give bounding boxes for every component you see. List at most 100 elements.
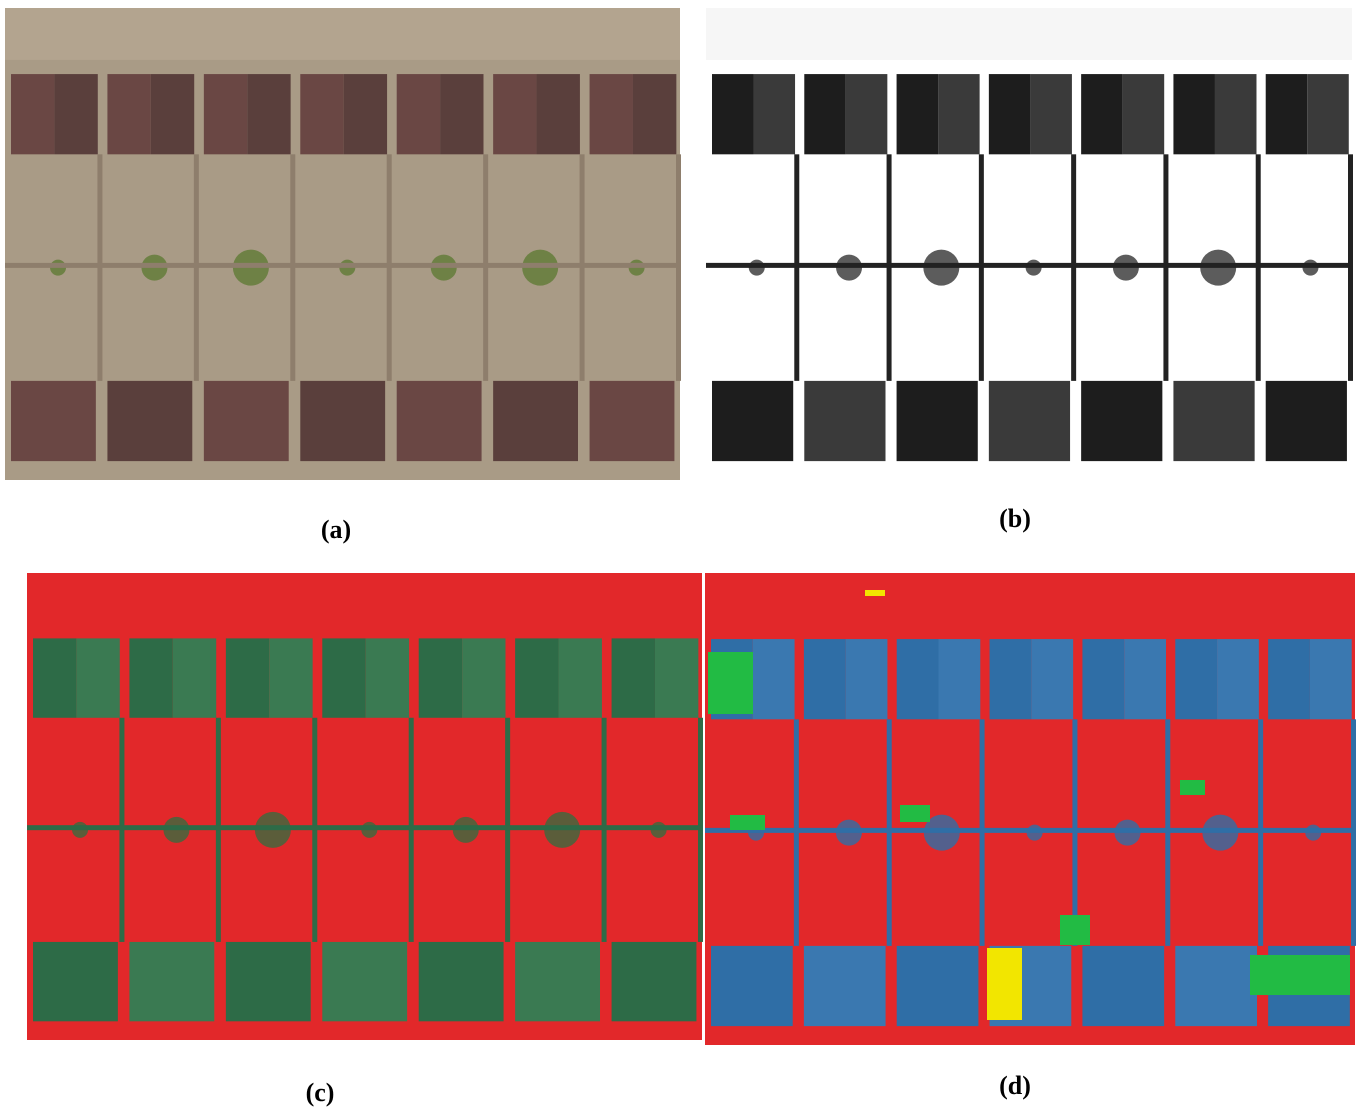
roof [204, 74, 247, 154]
roof [322, 942, 407, 1021]
roof [322, 638, 365, 717]
roof [559, 638, 602, 717]
street [705, 573, 1355, 625]
street [27, 573, 702, 624]
roof [419, 638, 462, 717]
fence [706, 263, 1352, 268]
roof [1215, 74, 1257, 154]
panel-c [27, 573, 703, 1040]
roof [990, 639, 1032, 719]
roof [269, 638, 312, 717]
roof [226, 638, 269, 717]
roof [300, 381, 385, 461]
roof [226, 942, 311, 1021]
class-region [865, 590, 885, 596]
roof [419, 942, 504, 1021]
roof [989, 381, 1070, 461]
class-region [1250, 955, 1350, 995]
roof [1082, 946, 1164, 1026]
roof [938, 74, 980, 154]
roof [11, 74, 54, 154]
class-region [1060, 915, 1090, 945]
roof [76, 638, 119, 717]
roof [54, 74, 97, 154]
fence [27, 825, 702, 830]
caption: (a) [321, 515, 351, 544]
roof [1031, 639, 1073, 719]
roof [1268, 639, 1310, 719]
roof [804, 946, 886, 1026]
caption: (d) [999, 1071, 1031, 1100]
roof [1030, 74, 1072, 154]
roof [440, 74, 483, 154]
roof [612, 942, 697, 1021]
roof [493, 74, 536, 154]
roof [1081, 381, 1162, 461]
fence [5, 263, 680, 268]
roof [753, 639, 795, 719]
roof [1266, 74, 1308, 154]
panel-b [706, 8, 1353, 480]
roof [1307, 74, 1349, 154]
roof [846, 639, 888, 719]
roof [897, 946, 979, 1026]
panel-d [705, 573, 1356, 1045]
roof [300, 74, 343, 154]
roof [1123, 74, 1165, 154]
class-region [987, 948, 1022, 1020]
roof [462, 638, 505, 717]
roof [33, 942, 118, 1021]
roof [1081, 74, 1123, 154]
class-region [900, 805, 930, 822]
class-region [730, 815, 765, 830]
roof [247, 74, 290, 154]
roof [1310, 639, 1352, 719]
roof [711, 946, 793, 1026]
roof [712, 74, 754, 154]
roof [1266, 381, 1347, 461]
page: (a) (b) (c) (d) (() => { const data = JS… [0, 0, 1357, 1110]
street [5, 8, 680, 60]
roof [590, 74, 633, 154]
roof [712, 381, 793, 461]
roof [344, 74, 387, 154]
roof [1124, 639, 1166, 719]
roof [1175, 639, 1217, 719]
class-region [708, 652, 753, 714]
roof [804, 639, 846, 719]
roof [897, 381, 978, 461]
roof [612, 638, 655, 717]
roof [1173, 381, 1254, 461]
caption: (c) [306, 1078, 335, 1107]
roof [493, 381, 578, 461]
roof [804, 381, 885, 461]
roof [397, 381, 482, 461]
roof [897, 74, 939, 154]
figure: (a) (b) (c) (d) [0, 0, 1357, 1110]
roof [897, 639, 939, 719]
roof [515, 942, 600, 1021]
roof [989, 74, 1031, 154]
roof [151, 74, 194, 154]
street [706, 8, 1352, 60]
roof [939, 639, 981, 719]
roof [204, 381, 289, 461]
roof [33, 638, 76, 717]
panel-a [5, 8, 681, 480]
roof [846, 74, 888, 154]
roof [515, 638, 558, 717]
roof [1217, 639, 1259, 719]
roof [366, 638, 409, 717]
roof [1173, 74, 1215, 154]
roof [804, 74, 846, 154]
fence [705, 828, 1355, 833]
roof [397, 74, 440, 154]
roof [1082, 639, 1124, 719]
roof [129, 942, 214, 1021]
roof [537, 74, 580, 154]
roof [655, 638, 698, 717]
roof [129, 638, 172, 717]
roof [754, 74, 796, 154]
caption: (b) [999, 504, 1031, 533]
roof [633, 74, 676, 154]
